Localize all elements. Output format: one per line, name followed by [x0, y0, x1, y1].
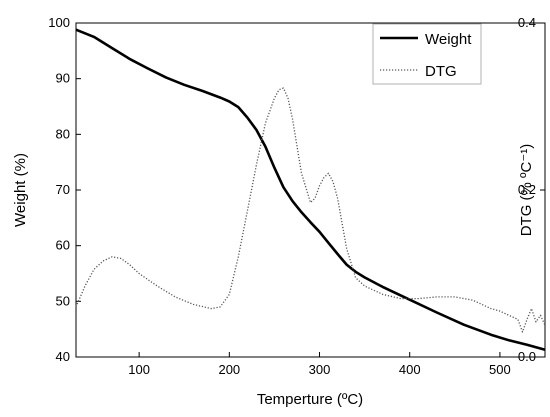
legend: Weight DTG: [372, 23, 482, 85]
x-axis-title: Temperture (ºC): [257, 391, 363, 408]
y-tick-label: 100: [48, 15, 70, 30]
y-axis-ticks: 40 50 60 70 80 90 100: [48, 15, 81, 364]
y-tick-label: 90: [56, 71, 70, 86]
weight-series-line: [75, 28, 546, 352]
y2-tick-label: 0.4: [518, 15, 536, 30]
x-tick-label: 300: [309, 362, 331, 377]
x-tick-label: 200: [218, 362, 240, 377]
y-axis-title: Weight (%): [12, 153, 29, 227]
x-tick-label: 400: [399, 362, 421, 377]
legend-dtg-label: DTG: [425, 63, 457, 80]
y-tick-label: 40: [56, 349, 70, 364]
x-axis-ticks: 100 200 300 400 500: [128, 352, 511, 377]
y2-tick-label: 0.2: [518, 182, 536, 197]
legend-box: [372, 23, 482, 85]
y-tick-label: 60: [56, 238, 70, 253]
x-tick-label: 100: [128, 362, 150, 377]
y-tick-label: 70: [56, 182, 70, 197]
legend-weight-label: Weight: [425, 31, 472, 48]
y2-axis-title: DTG (% ºC⁻¹): [518, 144, 535, 237]
y2-axis-ticks: 0.0 0.2 0.4: [518, 15, 545, 364]
y-tick-label: 50: [56, 293, 70, 308]
x-tick-label: 500: [489, 362, 511, 377]
series-layer: [75, 28, 546, 352]
y2-tick-label: 0.0: [518, 349, 536, 364]
y-tick-label: 80: [56, 126, 70, 141]
dtg-series-line: [75, 87, 546, 333]
